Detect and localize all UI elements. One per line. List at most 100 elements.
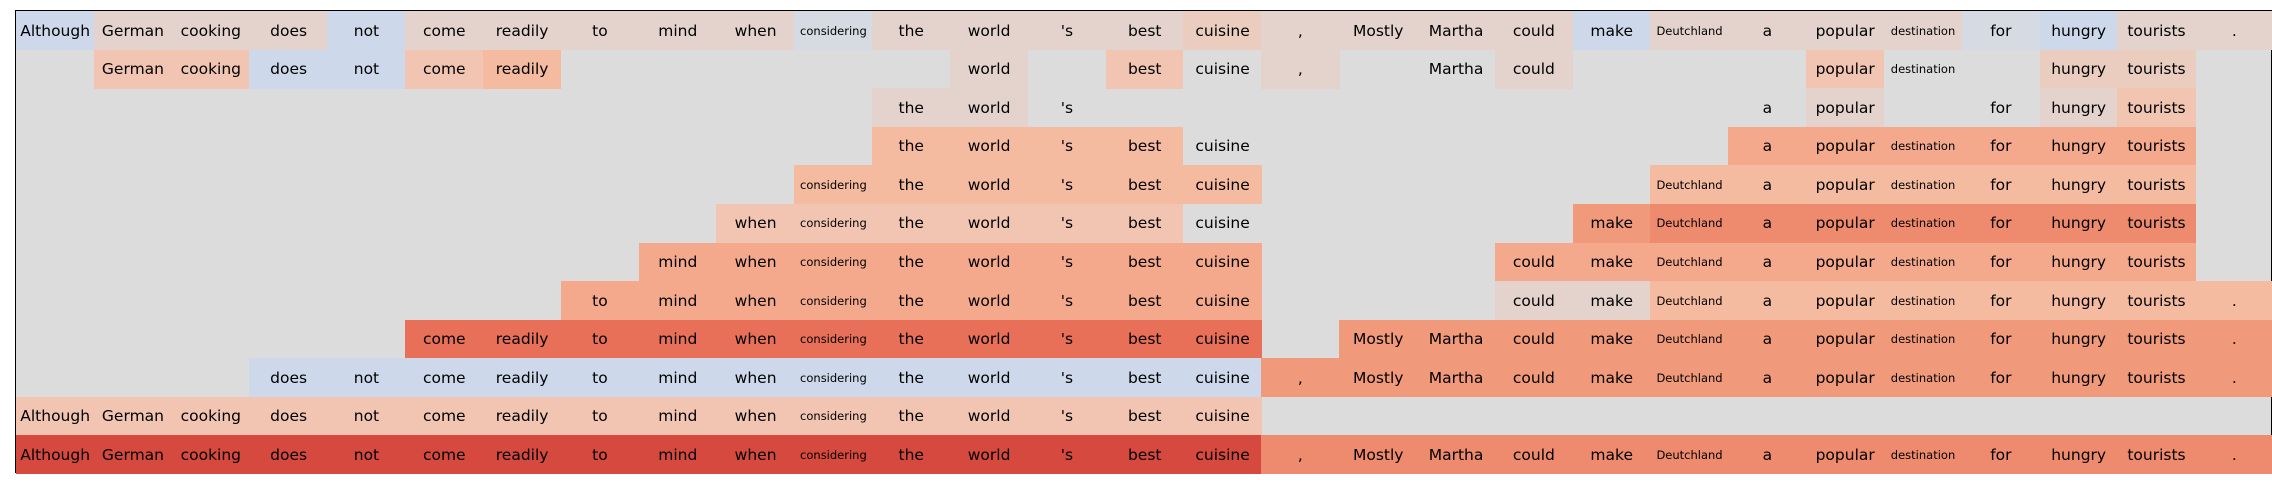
token-cell: mind	[638, 242, 717, 282]
token-cell: the	[872, 396, 951, 436]
token-cell: tourists	[2117, 281, 2196, 321]
token-cell: could	[1494, 11, 1574, 51]
token-cell: popular	[1806, 435, 1885, 475]
token-cell: the	[872, 319, 951, 359]
token-cell: 's	[1027, 88, 1107, 128]
token-cell: readily	[482, 319, 562, 359]
token-cell: a	[1728, 126, 1807, 166]
token-cell: Deutchland	[1650, 319, 1729, 359]
token-cell: tourists	[2117, 88, 2196, 128]
token-cell: come	[405, 319, 484, 359]
token-cell: destination	[1883, 165, 1963, 205]
token-cell: to	[560, 319, 640, 359]
token-cell: cuisine	[1183, 49, 1262, 89]
token-cell: does	[249, 358, 328, 398]
token-cell: tourists	[2117, 358, 2196, 398]
token-cell: destination	[1883, 11, 1963, 51]
token-cell: a	[1728, 203, 1807, 243]
token-cell: 's	[1027, 126, 1107, 166]
token-cell: best	[1105, 11, 1184, 51]
token-cell: tourists	[2117, 126, 2196, 166]
token-cell: the	[872, 281, 951, 321]
token-cell: for	[1961, 435, 2040, 475]
token-cell: popular	[1806, 319, 1885, 359]
token-cell: Mostly	[1339, 435, 1418, 475]
token-cell: .	[2195, 319, 2272, 359]
token-cell: mind	[638, 396, 717, 436]
token-cell: 's	[1027, 242, 1107, 282]
token-cell: popular	[1806, 11, 1885, 51]
token-cell: the	[872, 358, 951, 398]
token-cell: .	[2195, 281, 2272, 321]
token-cell: Deutchland	[1650, 165, 1729, 205]
token-cell: when	[716, 281, 795, 321]
token-cell: Deutchland	[1650, 203, 1729, 243]
token-cell: destination	[1883, 281, 1963, 321]
token-cell: come	[405, 396, 484, 436]
token-cell: for	[1961, 242, 2040, 282]
token-cell: hungry	[2039, 126, 2118, 166]
token-cell: ,	[1261, 11, 1340, 51]
token-cell: a	[1728, 281, 1807, 321]
token-cell: hungry	[2039, 11, 2118, 51]
token-cell: tourists	[2117, 11, 2196, 51]
token-cell: 's	[1027, 319, 1107, 359]
token-cell: cuisine	[1183, 242, 1262, 282]
token-cell: Martha	[1416, 319, 1496, 359]
token-cell: Deutchland	[1650, 242, 1729, 282]
token-cell: best	[1105, 358, 1184, 398]
token-cell: the	[872, 126, 951, 166]
token-cell: the	[872, 435, 951, 475]
token-cell: best	[1105, 126, 1184, 166]
token-cell: 's	[1027, 11, 1107, 51]
token-cell: for	[1961, 203, 2040, 243]
token-cell: readily	[482, 11, 562, 51]
token-cell: not	[327, 11, 406, 51]
token-cell: come	[405, 11, 484, 51]
token-cell: not	[327, 49, 406, 89]
token-cell: to	[560, 281, 640, 321]
token-cell: best	[1105, 49, 1184, 89]
token-cell: destination	[1883, 203, 1963, 243]
token-cell: a	[1728, 358, 1807, 398]
token-cell: come	[405, 435, 484, 475]
token-cell: for	[1961, 11, 2040, 51]
token-cell: 's	[1027, 203, 1107, 243]
token-cell: best	[1105, 396, 1184, 436]
token-cell: cuisine	[1183, 203, 1262, 243]
token-cell: not	[327, 358, 406, 398]
token-cell: to	[560, 435, 640, 475]
token-cell: Martha	[1416, 11, 1496, 51]
token-cell: world	[949, 11, 1029, 51]
token-cell: readily	[482, 49, 562, 89]
token-cell: tourists	[2117, 242, 2196, 282]
token-cell: considering	[794, 358, 873, 398]
token-cell: world	[949, 88, 1029, 128]
token-cell: the	[872, 203, 951, 243]
token-cell: cooking	[171, 49, 250, 89]
token-cell: German	[93, 435, 173, 475]
token-cell: could	[1494, 281, 1574, 321]
token-cell: come	[405, 49, 484, 89]
token-cell: Although	[16, 11, 95, 51]
token-cell: popular	[1806, 242, 1885, 282]
token-cell: when	[716, 319, 795, 359]
token-cell: considering	[794, 319, 873, 359]
token-cell: readily	[482, 396, 562, 436]
token-cell: hungry	[2039, 203, 2118, 243]
token-cell: to	[560, 11, 640, 51]
token-cell: make	[1572, 203, 1651, 243]
attention-heatmap: Although German cooking does not come readily t…	[15, 10, 2272, 475]
token-cell: world	[949, 165, 1029, 205]
token-cell: .	[2195, 358, 2272, 398]
token-cell: for	[1961, 88, 2040, 128]
token-cell: tourists	[2117, 49, 2196, 89]
token-cell: ,	[1261, 435, 1340, 475]
token-cell: destination	[1883, 126, 1963, 166]
token-cell: could	[1494, 319, 1574, 359]
token-cell: the	[872, 165, 951, 205]
token-cell: not	[327, 435, 406, 475]
token-cell: Although	[16, 396, 95, 436]
token-cell: hungry	[2039, 281, 2118, 321]
token-cell: hungry	[2039, 88, 2118, 128]
